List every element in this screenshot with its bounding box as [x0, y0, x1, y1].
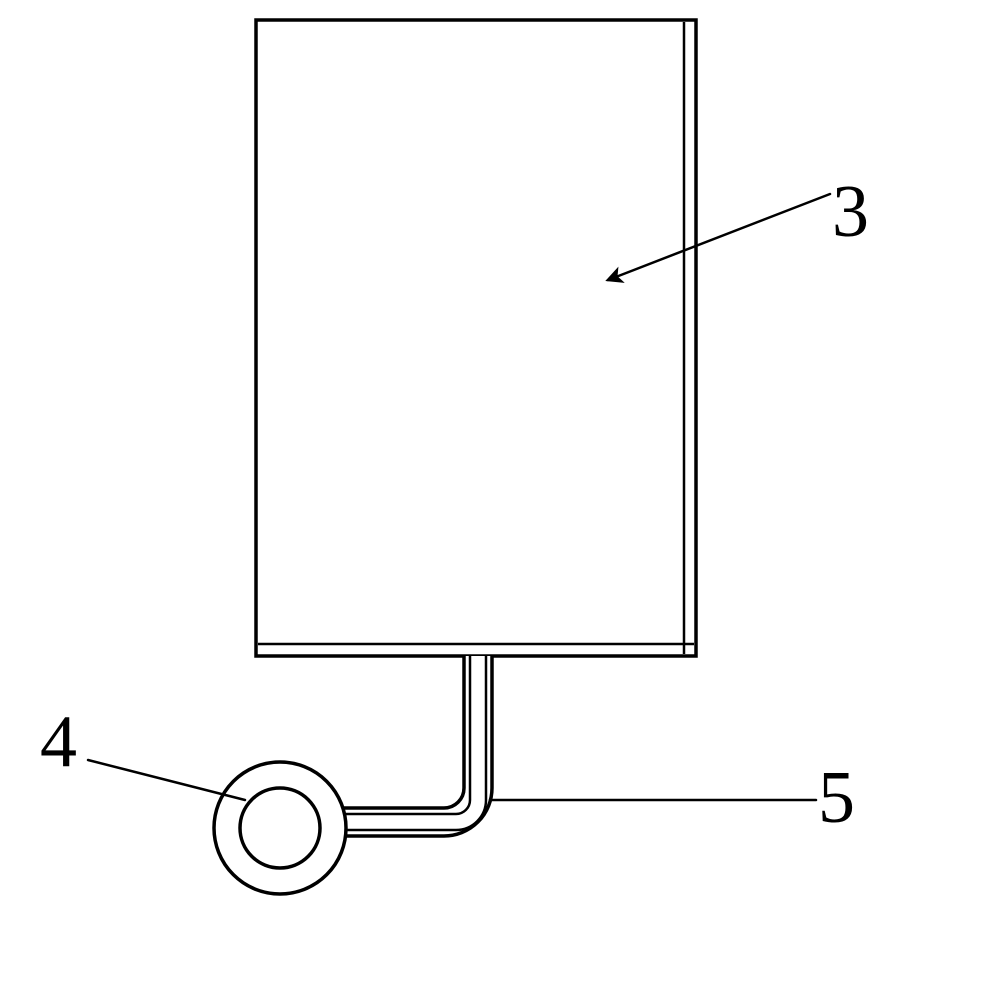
annotation-label-5: 5: [818, 756, 855, 841]
diagram-canvas: 3 4 5: [0, 0, 1000, 986]
annotation-label-3: 3: [832, 170, 869, 255]
annotation-label-4: 4: [40, 700, 77, 785]
